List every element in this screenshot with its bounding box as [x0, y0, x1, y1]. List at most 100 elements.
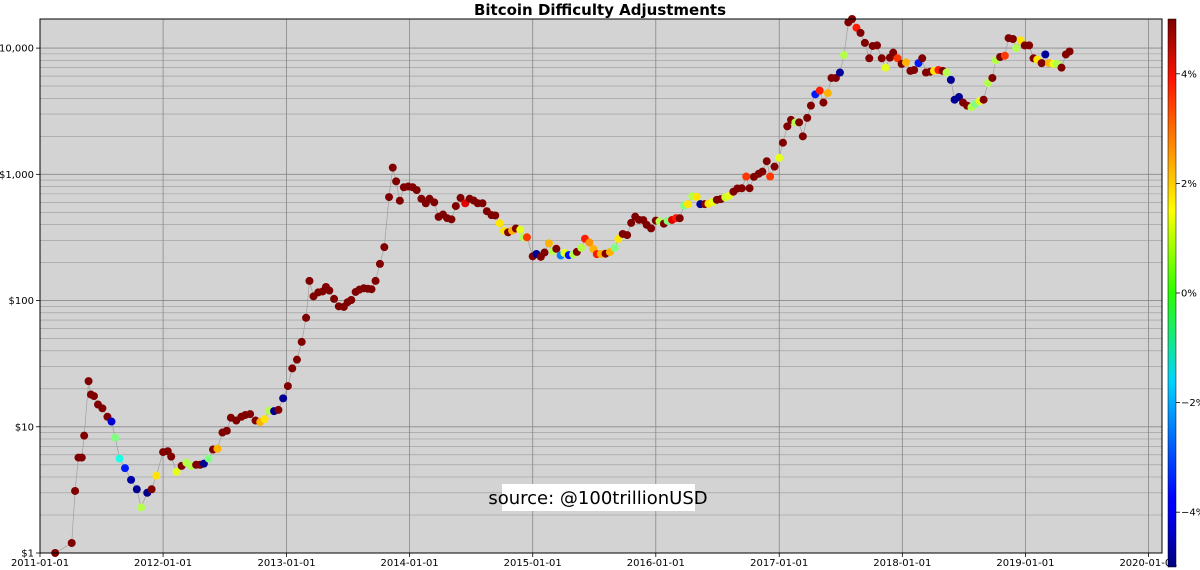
x-tick-label: 2017-01-01: [750, 558, 808, 569]
data-point: [910, 66, 919, 75]
data-point: [1008, 35, 1017, 44]
data-point: [889, 48, 898, 57]
data-point: [1025, 41, 1034, 50]
data-point: [623, 231, 632, 240]
data-point: [815, 86, 824, 95]
x-tick-label: 2015-01-01: [504, 558, 562, 569]
data-point: [297, 337, 306, 346]
data-points: [51, 15, 1074, 557]
data-point: [80, 431, 89, 440]
data-point: [495, 219, 504, 228]
colorbar-tick-label: 4%: [1181, 69, 1197, 80]
data-point: [552, 244, 561, 253]
data-point: [902, 58, 911, 67]
data-point: [737, 184, 746, 193]
data-point: [388, 163, 397, 172]
data-point: [1000, 51, 1009, 60]
data-point: [783, 122, 792, 131]
data-point: [478, 199, 487, 208]
data-point: [127, 475, 136, 484]
y-tick-label: $1,000: [0, 170, 34, 181]
data-point: [881, 63, 890, 72]
data-point: [819, 98, 828, 107]
data-point: [839, 51, 848, 60]
data-point: [795, 118, 804, 127]
data-point: [942, 68, 951, 77]
data-point: [491, 211, 500, 220]
colorbar-tick-label: −2%: [1181, 398, 1200, 409]
y-tick-label: $10: [15, 422, 34, 433]
data-point: [675, 214, 684, 223]
data-point: [246, 410, 255, 419]
data-point: [758, 167, 767, 176]
plot-frame: [39, 18, 1163, 554]
data-point: [775, 153, 784, 162]
data-point: [447, 215, 456, 224]
x-tick-label: 2019-01-01: [996, 558, 1054, 569]
data-point: [456, 193, 465, 202]
data-point: [806, 101, 815, 110]
data-point: [954, 92, 963, 101]
data-point: [89, 392, 98, 401]
data-point: [71, 486, 80, 495]
data-point: [385, 193, 394, 202]
data-point: [742, 172, 751, 181]
data-point: [745, 184, 754, 193]
y-tick-label: $10,000: [0, 44, 34, 55]
data-point: [1037, 59, 1046, 68]
x-tick-label: 2014-01-01: [381, 558, 439, 569]
data-point: [288, 364, 297, 373]
data-point: [302, 313, 311, 322]
data-point: [213, 444, 222, 453]
data-point: [330, 294, 339, 303]
annotation-box: [502, 484, 695, 511]
data-point: [860, 38, 869, 47]
data-point: [823, 89, 832, 98]
data-point: [1065, 47, 1074, 56]
data-point: [873, 41, 882, 50]
data-point: [893, 54, 902, 63]
data-point: [292, 355, 301, 364]
y-axis: $1 $10 $100 $1,000 $10,000: [0, 44, 40, 560]
colorbar: [1167, 18, 1177, 568]
data-point: [147, 485, 156, 494]
data-point: [540, 248, 549, 257]
data-point: [762, 157, 771, 166]
data-point: [865, 54, 874, 63]
data-point: [111, 433, 120, 442]
data-point: [430, 198, 439, 207]
data-point: [84, 377, 93, 386]
data-point: [988, 73, 997, 82]
data-point: [347, 295, 356, 304]
data-point: [946, 75, 955, 84]
colorbar-ticks: 4% 2% 0% −2% −4%: [1176, 69, 1200, 519]
data-point: [392, 177, 401, 186]
data-point: [199, 459, 208, 468]
data-point: [375, 259, 384, 268]
colorbar-tick-label: 0%: [1181, 289, 1197, 300]
data-point: [120, 464, 129, 473]
data-point: [77, 453, 86, 462]
y-tick-label: $100: [9, 296, 34, 307]
chart-title: Bitcoin Difficulty Adjustments: [474, 1, 726, 19]
data-point: [835, 68, 844, 77]
data-point: [516, 225, 525, 234]
x-tick-label: 2013-01-01: [257, 558, 315, 569]
data-point: [395, 196, 404, 205]
data-point: [152, 471, 161, 480]
data-point: [610, 243, 619, 252]
data-point: [67, 539, 76, 548]
data-point: [1041, 50, 1050, 59]
data-point: [260, 415, 269, 424]
data-point: [325, 286, 334, 295]
data-point: [577, 243, 586, 252]
data-point: [98, 404, 107, 413]
x-tick-label: 2020-01-01: [1119, 558, 1177, 569]
data-point: [107, 417, 116, 426]
data-point: [137, 503, 146, 512]
data-point: [770, 162, 779, 171]
data-point: [115, 454, 124, 463]
data-point: [132, 485, 141, 494]
data-point: [627, 218, 636, 227]
